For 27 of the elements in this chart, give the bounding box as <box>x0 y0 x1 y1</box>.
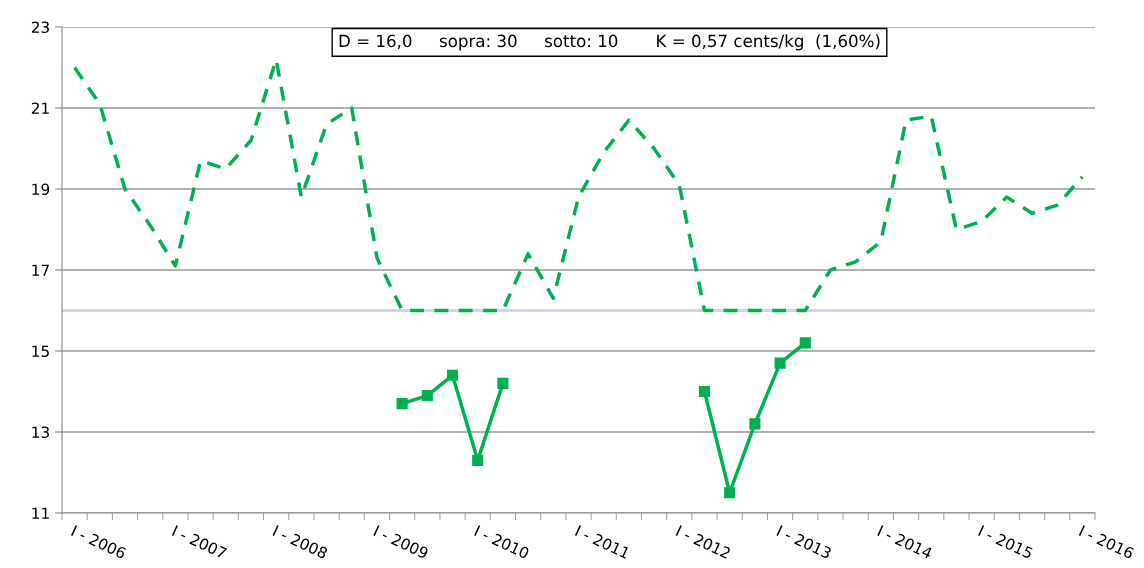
y-tick-label: 13 <box>32 426 49 439</box>
point <box>396 398 408 410</box>
y-tick-label: 21 <box>31 102 49 114</box>
point <box>774 357 786 369</box>
y-tick-label: 17 <box>32 264 49 276</box>
point <box>421 389 433 402</box>
point <box>749 418 761 430</box>
point <box>497 377 509 389</box>
point <box>446 369 459 381</box>
y-tick-label: 19 <box>32 183 50 196</box>
x-tick-label: I - 2014 <box>877 524 934 560</box>
y-tick-label: 23 <box>31 21 49 34</box>
x-tick-label: I - 2015 <box>977 524 1034 560</box>
x-tick-label: I - 2016 <box>1078 524 1135 560</box>
point <box>799 337 811 349</box>
x-tick-label: I - 2009 <box>373 524 429 560</box>
point <box>724 487 736 499</box>
point <box>698 385 711 398</box>
x-tick-label: I - 2007 <box>171 524 228 560</box>
x-tick-label: I - 2013 <box>776 524 832 560</box>
annotation: D = 16,0 sopra: 30 sotto: 10 K = 0,57 cents/kg (1,60%) <box>339 34 880 51</box>
x-tick-label: I - 2006 <box>70 524 127 560</box>
y-tick-label: 15 <box>32 345 49 358</box>
point <box>472 454 484 466</box>
y-tick-label: 11 <box>32 507 49 519</box>
x-tick-label: I - 2008 <box>272 524 329 560</box>
x-tick-label: I - 2010 <box>474 524 530 560</box>
